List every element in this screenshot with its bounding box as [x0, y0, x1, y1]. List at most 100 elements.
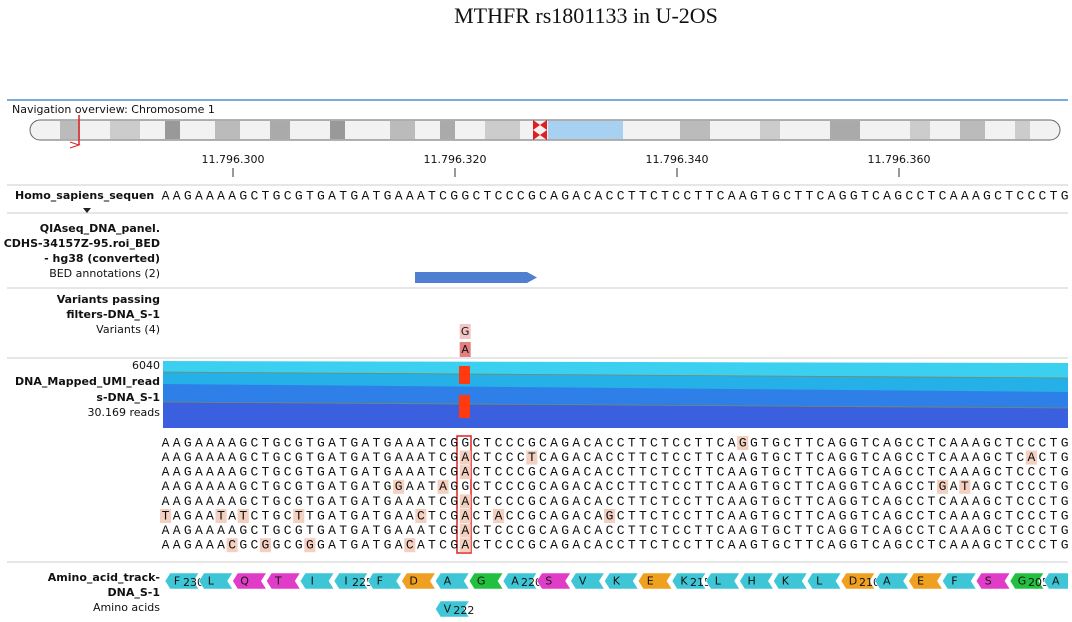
- read-sequence: AAGAAAAGCTGCGTGATGATGAAATCGACTCCCGCAGACA…: [162, 523, 1069, 538]
- bed-annotation[interactable]: [415, 272, 537, 283]
- track-label: Variants passing: [57, 293, 160, 306]
- mismatch-highlight: [604, 509, 616, 523]
- track-label: Amino acids: [93, 601, 160, 614]
- amino-acid: [975, 572, 1011, 590]
- read-sequence: AAGAAACGCGGCGGGATGATGACATCGACTCCCGCAGACA…: [162, 538, 1069, 553]
- amino-acid: [502, 572, 538, 590]
- amino-acid-letter: F: [174, 575, 180, 588]
- track-label: s-DNA_S-1: [96, 391, 160, 404]
- amino-acid: [401, 572, 436, 590]
- ruler-label: 11.796.360: [868, 153, 931, 166]
- amino-acid: [333, 572, 369, 590]
- amino-acid: [435, 572, 470, 590]
- track-label: 30.169 reads: [88, 406, 161, 419]
- ruler-label: 11.796.340: [646, 153, 709, 166]
- amino-acid-letter: K: [680, 575, 688, 588]
- variant-box: [459, 342, 471, 357]
- amino-acid: [705, 572, 741, 590]
- coverage-graph: [162, 361, 1068, 428]
- amino-acid: [299, 572, 335, 590]
- amino-acid: [739, 572, 774, 590]
- ruler-label: 11.796.320: [424, 153, 487, 166]
- expand-arrow[interactable]: [83, 208, 91, 213]
- amino-acid-letter: V: [444, 603, 452, 616]
- mismatch-highlight: [459, 465, 471, 480]
- mismatch-highlight: [493, 509, 505, 523]
- amino-acid-letter: I: [311, 575, 314, 588]
- amino-acid-letter: G: [1018, 575, 1027, 588]
- read-sequence: AAGAAAAGCTGCGTGATGATGAAATCGACTCCCTCAGACA…: [162, 450, 1069, 465]
- amino-acid-letter: I: [344, 575, 347, 588]
- amino-acid-position: 220: [521, 576, 542, 589]
- amino-acid-letter: F: [377, 575, 383, 588]
- track-label: CDHS-34157Z-95.roi_BED: [4, 237, 160, 250]
- amino-acid-letter: T: [274, 575, 282, 588]
- amino-acid-letter: E: [647, 575, 654, 588]
- amino-acid-letter: S: [985, 575, 992, 588]
- amino-acid: [468, 572, 504, 590]
- mismatch-highlight: [437, 479, 449, 494]
- amino-acid: [604, 572, 639, 590]
- track-label: QIAseq_DNA_panel.: [40, 222, 160, 235]
- amino-acid-position: 222: [453, 604, 474, 617]
- amino-acid: [232, 572, 267, 590]
- track-label: Variants (4): [96, 323, 160, 336]
- amino-acid-letter: K: [782, 575, 790, 588]
- amino-acid-letter: A: [511, 575, 519, 588]
- mismatch-highlight: [237, 509, 249, 523]
- amino-acid: [806, 572, 842, 590]
- amino-acid: [1009, 572, 1045, 590]
- amino-acid: [570, 572, 605, 590]
- mismatch-highlight: [160, 509, 172, 523]
- mismatch-highlight: [293, 509, 305, 523]
- track-label: filters-DNA_S-1: [66, 308, 160, 321]
- track-label: DNA_S-1: [108, 586, 161, 599]
- read-sequence: TAGAATATCTGCTTGATGATGAACTCGACTACCGCAGACA…: [162, 508, 1069, 523]
- variant-box: [459, 324, 471, 339]
- mismatch-highlight: [459, 523, 471, 538]
- amino-acid: [435, 600, 470, 618]
- amino-acid-position: 215: [690, 576, 711, 589]
- amino-acid-position: 210: [859, 576, 880, 589]
- amino-acid: [266, 572, 301, 590]
- amino-acid-letter: F: [951, 575, 957, 588]
- mismatch-highlight: [393, 479, 405, 494]
- track-label: - hg38 (converted): [44, 252, 160, 265]
- mismatch-highlight: [459, 450, 471, 465]
- amino-acid-letter: D: [409, 575, 417, 588]
- mismatch-highlight: [459, 538, 471, 553]
- amino-acid-letter: L: [816, 575, 823, 588]
- read-sequence: AAGAAAAGCTGCGTGATGATGAAATCGACTCCCGCAGACA…: [162, 465, 1069, 480]
- variant-allele: G: [461, 325, 470, 338]
- amino-acid-letter: S: [545, 575, 552, 588]
- amino-acid: [367, 572, 403, 590]
- track-label: Homo_sapiens_sequen: [15, 189, 154, 202]
- amino-acid: [198, 572, 234, 590]
- amino-acid: [942, 572, 977, 590]
- chromosome-ideogram: [29, 115, 1061, 149]
- mismatch-highlight: [259, 538, 271, 553]
- amino-acid: [536, 572, 572, 590]
- track-label: DNA_Mapped_UMI_read: [15, 375, 160, 388]
- amino-acid-letter: H: [747, 575, 755, 588]
- navigation-label: Navigation overview: Chromosome 1: [12, 103, 215, 116]
- read-sequence: AAGAAAAGCTGCGTGATGATGAAATCGGCTCCCGCAGACA…: [162, 435, 1069, 450]
- amino-acid: [1043, 572, 1068, 590]
- amino-acid-position: 225: [352, 576, 373, 589]
- track-separators: [7, 184, 1068, 563]
- variant-column-box: [456, 435, 472, 554]
- amino-acid-letter: A: [444, 575, 452, 588]
- amino-acid-letter: L: [715, 575, 722, 588]
- mismatch-highlight: [459, 509, 471, 523]
- amino-acid-letter: L: [208, 575, 215, 588]
- amino-acid: [164, 572, 200, 590]
- figure-title: MTHFR rs1801133 in U-2OS: [454, 3, 718, 28]
- mismatch-highlight: [404, 538, 416, 553]
- amino-acid-letter: A: [1052, 575, 1060, 588]
- amino-acid: [773, 572, 808, 590]
- amino-acid: [671, 572, 707, 590]
- mismatch-highlight: [459, 494, 471, 509]
- amino-acid: [908, 572, 943, 590]
- amino-acid-position: 230: [183, 576, 204, 589]
